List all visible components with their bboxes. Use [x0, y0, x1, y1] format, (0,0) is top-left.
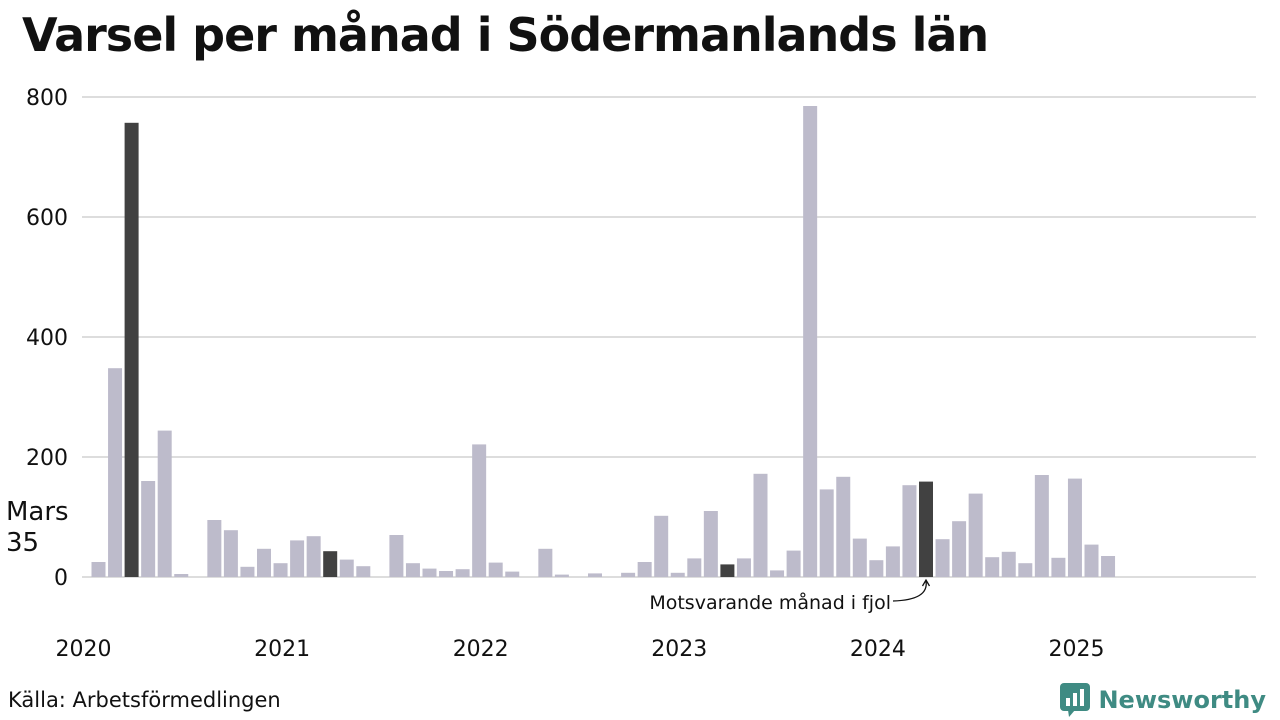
latest-value-label: 35: [6, 528, 39, 558]
bar-2020-05: [157, 430, 172, 577]
bar-2020-08: [207, 520, 222, 577]
bars: [91, 106, 1116, 578]
brand-logo[interactable]: Newsworthy: [1060, 683, 1266, 717]
bar-2022-05: [554, 574, 569, 577]
bar-2024-12: [1067, 478, 1082, 577]
bar-2021-02: [306, 536, 321, 577]
bar-2022-11: [654, 515, 669, 577]
bar-2025-01: [1084, 544, 1099, 577]
bar-2021-12: [472, 444, 487, 577]
bar-2024-10: [1034, 475, 1049, 577]
bar-2020-12: [273, 563, 288, 577]
bar-2023-02: [703, 511, 718, 577]
bar-chart: 0 200 400 600 800 2020 2021 2022 2023 2024 2025 M…: [6, 86, 1256, 662]
bar-2020-10: [240, 566, 255, 577]
bar-2024-05: [952, 521, 967, 577]
y-tick-label: 200: [26, 446, 68, 471]
x-tick-label: 2025: [1049, 637, 1105, 662]
bar-2021-05: [356, 566, 371, 577]
y-tick-label: 600: [26, 206, 68, 231]
x-tick-label: 2022: [453, 637, 509, 662]
bar-2023-08: [803, 106, 818, 577]
bar-2021-08: [405, 563, 420, 577]
bar-2023-03: [720, 564, 735, 577]
bar-2021-01: [290, 540, 305, 577]
bar-2024-04: [935, 539, 950, 577]
newsworthy-logo-icon: [1060, 683, 1091, 717]
bar-2023-01: [687, 558, 702, 577]
bar-2021-11: [455, 569, 470, 577]
x-axis: 2020 2021 2022 2023 2024 2025: [56, 637, 1105, 662]
same-month-annotation: Motsvarande månad i fjol: [649, 591, 891, 614]
chart-title: Varsel per månad i Södermanlands län: [22, 8, 989, 62]
bar-2024-02: [902, 485, 917, 577]
source-note: Källa: Arbetsförmedlingen: [8, 688, 281, 712]
bar-2024-11: [1051, 557, 1066, 577]
bar-2023-05: [753, 473, 768, 577]
bar-2021-10: [439, 571, 454, 577]
annotation-arrowhead: [921, 578, 931, 587]
bar-2021-07: [389, 535, 404, 577]
y-axis: 0 200 400 600 800: [26, 86, 68, 591]
x-tick-label: 2021: [254, 637, 310, 662]
bar-2023-10: [836, 476, 851, 577]
bar-2024-07: [985, 557, 1000, 577]
bar-2024-01: [885, 546, 900, 577]
bar-2023-09: [819, 489, 834, 577]
bar-2020-02: [108, 368, 123, 577]
bar-2023-06: [770, 570, 785, 577]
bar-2023-07: [786, 550, 801, 577]
bar-2020-06: [174, 574, 189, 577]
latest-month-label: Mars: [6, 497, 69, 527]
bar-2022-02: [505, 571, 520, 577]
y-tick-label: 400: [26, 326, 68, 351]
bar-2021-03: [323, 551, 338, 577]
bar-2020-09: [223, 530, 238, 577]
brand-name: Newsworthy: [1098, 686, 1266, 714]
bar-2023-11: [852, 538, 867, 577]
bar-2020-01: [91, 562, 106, 577]
bar-2022-04: [538, 548, 553, 577]
bar-2020-03: [124, 122, 139, 578]
x-tick-label: 2023: [651, 637, 707, 662]
x-tick-label: 2020: [56, 637, 112, 662]
bar-2023-12: [869, 560, 884, 577]
bar-2021-09: [422, 568, 437, 577]
bar-2024-03: [919, 481, 933, 577]
x-tick-label: 2024: [850, 637, 906, 662]
y-tick-label: 800: [26, 86, 68, 111]
bar-2022-01: [488, 562, 503, 577]
bar-2022-12: [670, 572, 685, 577]
bar-2022-10: [637, 562, 652, 577]
bar-2024-06: [968, 493, 983, 577]
bar-2021-04: [339, 559, 354, 577]
bar-2022-07: [588, 573, 602, 577]
bar-2024-09: [1018, 563, 1033, 577]
bar-2020-11: [257, 548, 271, 577]
annotation-arrow: [892, 580, 927, 602]
y-tick-label: 0: [54, 566, 68, 591]
bar-2023-04: [736, 558, 751, 577]
bar-2020-04: [141, 481, 156, 577]
bar-2022-09: [621, 572, 636, 577]
bar-2025-02: [1101, 556, 1116, 577]
bar-2024-08: [1001, 551, 1016, 577]
